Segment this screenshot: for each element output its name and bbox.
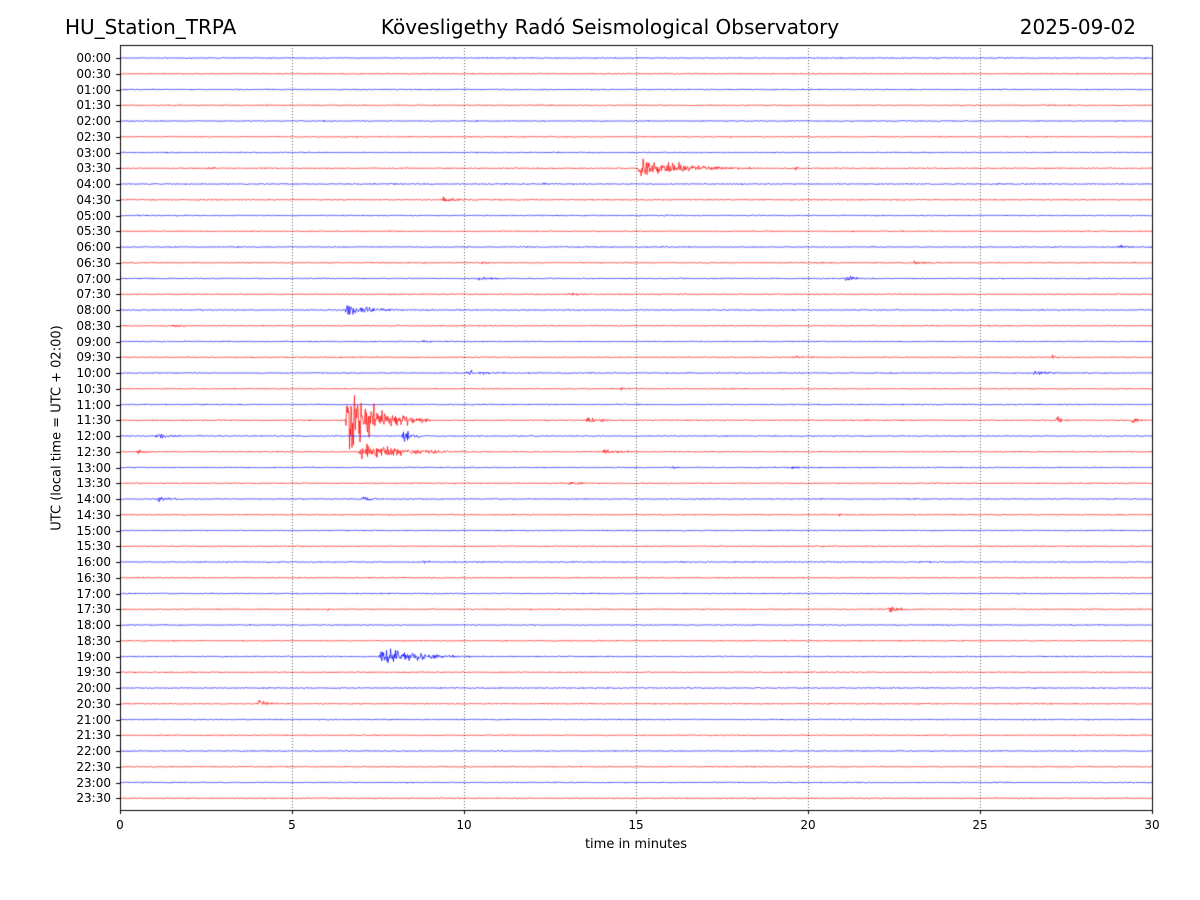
y-tick-label: 07:00 [76, 271, 111, 286]
y-tick-label: 10:00 [76, 366, 111, 380]
y-tick-label: 08:00 [76, 303, 111, 317]
x-tick-label: 5 [288, 818, 296, 832]
y-tick-label: 23:30 [76, 791, 111, 806]
y-tick-label: 18:00 [76, 618, 111, 632]
y-tick-label: 17:30 [76, 602, 111, 617]
y-tick-label: 21:30 [76, 728, 111, 743]
y-tick-label: 11:30 [76, 413, 111, 428]
chart-date: 2025-09-02 [1019, 15, 1136, 39]
y-tick-label: 04:00 [76, 177, 111, 191]
y-tick-label: 05:00 [76, 208, 111, 223]
y-tick-label: 03:30 [76, 161, 111, 176]
y-tick-label: 04:30 [76, 192, 111, 207]
y-axis-label: UTC (local time = UTC + 02:00) [49, 325, 65, 531]
x-axis-label: time in minutes [584, 837, 688, 852]
x-tick-label: 15 [628, 818, 644, 832]
y-tick-label: 20:00 [76, 681, 111, 695]
y-tick-label: 14:30 [76, 507, 111, 522]
y-tick-label: 09:00 [76, 334, 111, 349]
y-tick-label: 19:30 [76, 665, 111, 680]
y-tick-label: 12:30 [76, 444, 111, 459]
y-tick-label: 01:00 [76, 82, 111, 97]
y-tick-label: 06:30 [76, 255, 111, 270]
y-tick-label: 17:00 [76, 586, 111, 601]
y-tick-label: 08:30 [76, 318, 111, 333]
y-tick-label: 23:00 [76, 775, 111, 790]
y-tick-label: 22:30 [76, 759, 111, 774]
y-tick-label: 09:30 [76, 350, 111, 365]
y-tick-label: 15:30 [76, 539, 111, 554]
y-tick-label: 12:00 [76, 429, 111, 443]
y-tick-label: 16:00 [76, 555, 111, 569]
x-tick-label: 20 [800, 818, 816, 832]
y-tick-label: 20:30 [76, 696, 111, 711]
y-tick-label: 10:30 [76, 381, 111, 396]
y-tick-label: 07:30 [76, 287, 111, 302]
y-tick-label: 19:00 [76, 649, 111, 664]
y-tick-label: 21:00 [76, 712, 111, 727]
y-tick-label: 06:00 [76, 240, 111, 254]
chart-title: Kövesligethy Radó Seismological Observat… [380, 15, 840, 39]
y-tick-label: 13:00 [76, 460, 111, 475]
y-tick-label: 01:30 [76, 98, 111, 113]
x-tick-label: 25 [972, 818, 988, 832]
station-name: HU_Station_TRPA [65, 15, 237, 39]
y-tick-label: 11:00 [76, 397, 111, 412]
y-tick-label: 00:30 [76, 66, 111, 81]
y-tick-label: 03:00 [76, 145, 111, 160]
y-tick-label: 05:30 [76, 224, 111, 239]
x-tick-label: 0 [116, 818, 124, 832]
x-tick-label: 10 [456, 818, 472, 832]
y-tick-label: 14:00 [76, 492, 111, 506]
y-tick-label: 18:30 [76, 633, 111, 648]
y-tick-label: 15:00 [76, 523, 111, 538]
y-tick-label: 16:30 [76, 570, 111, 585]
y-tick-label: 22:00 [76, 744, 111, 758]
y-tick-label: 00:00 [76, 51, 111, 65]
y-tick-label: 02:00 [76, 114, 111, 128]
x-tick-label: 30 [1144, 818, 1160, 832]
y-tick-label: 13:30 [76, 476, 111, 491]
y-tick-label: 02:30 [76, 129, 111, 144]
